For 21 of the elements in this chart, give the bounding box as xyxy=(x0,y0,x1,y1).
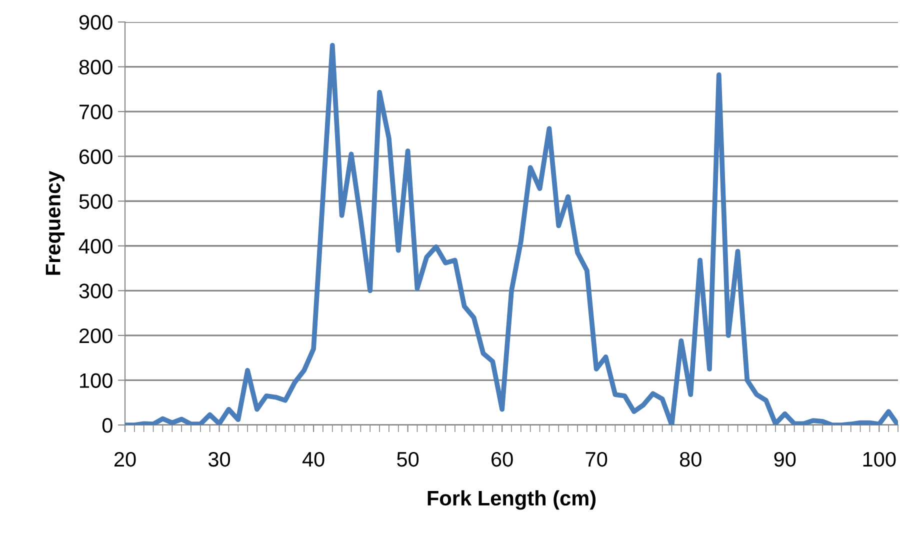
y-tick-label: 300 xyxy=(79,284,112,298)
x-tick-label: 70 xyxy=(586,452,608,467)
x-tick-label: 80 xyxy=(680,452,702,467)
y-tick-label: 100 xyxy=(80,373,112,388)
x-tick-label: 60 xyxy=(492,452,513,467)
x-tick-label: 100 xyxy=(863,452,896,467)
y-tick-label: 700 xyxy=(80,104,112,120)
y-tick-label: 600 xyxy=(79,149,112,164)
y-tick-label: 900 xyxy=(79,15,112,30)
y-tick-label: 500 xyxy=(79,194,112,209)
x-tick-label: 20 xyxy=(114,452,136,467)
y-tick-label: 800 xyxy=(79,60,112,75)
x-axis-title: Fork Length (cm) xyxy=(428,490,596,510)
x-tick-label: 90 xyxy=(774,452,796,467)
x-tick-label: 40 xyxy=(302,452,324,467)
x-tick-label: 50 xyxy=(397,452,419,467)
y-axis-title: Frequency xyxy=(46,170,65,275)
y-tick-label: 400 xyxy=(78,238,112,254)
x-tick-label: 30 xyxy=(208,452,230,467)
y-tick-label: 0 xyxy=(102,418,112,433)
y-tick-label: 200 xyxy=(79,328,112,344)
